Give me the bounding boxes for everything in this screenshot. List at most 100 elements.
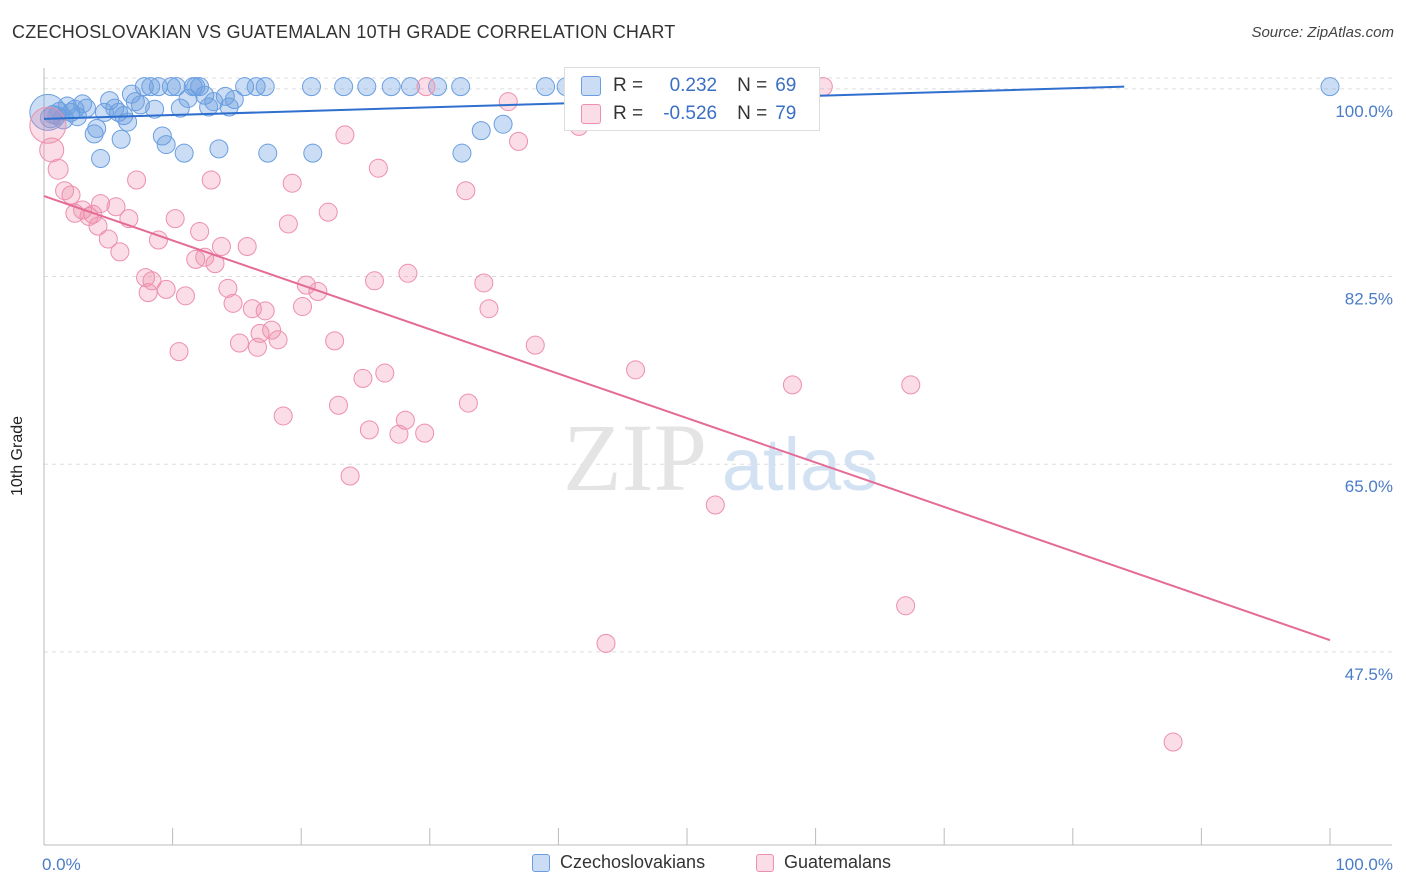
data-point-czechoslovakian (428, 77, 448, 97)
data-point-czechoslovakian (29, 93, 67, 131)
data-point-guatemalan (498, 92, 518, 112)
data-point-guatemalan (626, 360, 646, 380)
data-point-guatemalan (278, 214, 298, 234)
data-point-czechoslovakian (161, 77, 181, 97)
data-point-guatemalan (39, 137, 65, 163)
data-point-guatemalan (458, 393, 478, 413)
data-point-guatemalan (395, 410, 415, 430)
data-point-czechoslovakian (84, 124, 104, 144)
data-point-guatemalan (415, 423, 435, 443)
data-point-guatemalan (148, 230, 168, 250)
data-point-guatemalan (169, 342, 189, 362)
data-point-guatemalan (61, 185, 81, 205)
data-point-guatemalan (896, 596, 916, 616)
data-point-guatemalan (359, 420, 379, 440)
data-point-guatemalan (335, 125, 355, 145)
data-point-guatemalan (223, 293, 243, 313)
data-point-guatemalan (282, 173, 302, 193)
data-point-czechoslovakian (156, 135, 176, 155)
data-point-guatemalan (389, 424, 409, 444)
data-point-guatemalan (175, 286, 195, 306)
data-point-guatemalan (296, 275, 316, 295)
data-point-guatemalan (247, 337, 267, 357)
data-point-czechoslovakian (1320, 77, 1340, 97)
data-point-guatemalan (1163, 732, 1183, 752)
data-point-czechoslovakian (303, 143, 323, 163)
data-point-czechoslovakian (174, 143, 194, 163)
data-point-guatemalan (474, 273, 494, 293)
watermark: ZIP atlas (563, 404, 878, 511)
data-point-guatemalan (83, 204, 103, 224)
data-point-czechoslovakian (357, 77, 377, 97)
data-point-czechoslovakian (301, 77, 321, 97)
stats-row-czechoslovakians: R = 0.232 N = 69 (581, 72, 796, 100)
data-point-guatemalan (211, 236, 231, 256)
data-point-guatemalan (705, 495, 725, 515)
stats-n-label: N = (737, 75, 768, 96)
data-point-czechoslovakian (199, 97, 219, 117)
data-point-czechoslovakian (178, 88, 198, 108)
stats-n-value: 79 (775, 103, 797, 124)
data-point-guatemalan (340, 466, 360, 486)
data-point-czechoslovakian (170, 98, 190, 118)
legend-label: Czechoslovakians (560, 852, 706, 872)
data-point-guatemalan (292, 297, 312, 317)
watermark-atlas: atlas (722, 423, 878, 506)
data-point-guatemalan (596, 633, 616, 653)
trend-lines (43, 85, 1331, 642)
tick-labels: 100.0% 82.5% 65.0% 47.5% 0.0% 100.0% (42, 102, 1393, 874)
x-tick-label: 0.0% (42, 855, 81, 874)
axes (43, 68, 1392, 846)
data-point-czechoslovakian (125, 92, 145, 112)
data-points (29, 77, 1340, 752)
data-point-czechoslovakian (209, 139, 229, 159)
data-point-czechoslovakian (224, 90, 244, 110)
data-point-czechoslovakian (111, 129, 131, 149)
stats-r-value: 0.232 (669, 75, 718, 96)
data-point-czechoslovakian (536, 77, 556, 97)
data-point-czechoslovakian (141, 77, 161, 97)
data-point-guatemalan (268, 330, 288, 350)
data-point-czechoslovakian (204, 92, 224, 112)
legend-item-czechoslovakians[interactable]: Czechoslovakians (532, 852, 705, 873)
stats-r-label: R = (613, 75, 644, 96)
data-point-guatemalan (229, 333, 249, 353)
data-point-guatemalan (318, 202, 338, 222)
x-tick-label: 100.0% (1335, 855, 1393, 874)
data-point-czechoslovakian (451, 77, 471, 97)
stats-legend: R = 0.232 N = 69 R = -0.526 N = 79 (564, 67, 820, 131)
chart-title: CZECHOSLOVAKIAN VS GUATEMALAN 10TH GRADE… (12, 22, 676, 42)
data-point-guatemalan (237, 236, 257, 256)
y-tick-label: 100.0% (1335, 102, 1393, 121)
data-point-guatemalan (142, 271, 162, 291)
data-point-guatemalan (47, 158, 69, 180)
data-point-guatemalan (456, 181, 476, 201)
data-point-czechoslovakian (452, 143, 472, 163)
data-point-guatemalan (138, 283, 158, 303)
stats-row-guatemalans: R = -0.526 N = 79 (581, 100, 796, 128)
data-point-czechoslovakian (145, 99, 165, 119)
y-tick-label: 82.5% (1345, 290, 1393, 309)
data-point-czechoslovakian (91, 149, 111, 169)
data-point-guatemalan (88, 216, 108, 236)
data-point-guatemalan (262, 320, 282, 340)
trend-line-guatemalan (43, 195, 1331, 642)
data-point-guatemalan (201, 170, 221, 190)
data-point-czechoslovakian (134, 77, 154, 97)
stats-n-value: 69 (775, 75, 797, 96)
data-point-guatemalan (325, 331, 345, 351)
stats-swatch-blue (581, 76, 601, 96)
data-point-guatemalan (525, 335, 545, 355)
data-point-guatemalan (165, 209, 185, 229)
y-tick-label: 47.5% (1345, 665, 1393, 684)
data-point-guatemalan (328, 395, 348, 415)
data-point-guatemalan (782, 375, 802, 395)
data-point-guatemalan (29, 106, 67, 144)
stats-r-label: R = (613, 103, 644, 124)
data-point-guatemalan (91, 194, 111, 214)
data-point-guatemalan (416, 77, 436, 97)
watermark-zip: ZIP (563, 404, 707, 511)
data-point-guatemalan (479, 299, 499, 319)
legend-item-guatemalans[interactable]: Guatemalans (756, 852, 891, 873)
